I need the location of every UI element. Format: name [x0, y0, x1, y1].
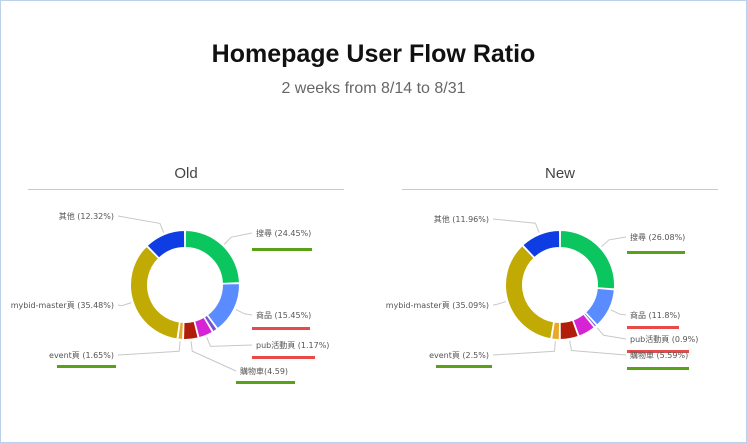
new-leader-line-4: [569, 340, 627, 356]
old-slice-2: [203, 314, 218, 333]
new-leader-line-5: [492, 341, 556, 356]
old-label-underline-5: [57, 365, 116, 368]
new-leader-line-2: [596, 327, 627, 340]
new-label-underline-2: [627, 350, 689, 353]
new-chart-divider: [402, 189, 718, 190]
old-slice-5: [177, 321, 184, 340]
new-slice-label-5: event頁 (2.5%): [429, 351, 489, 360]
new-slice-label-4: 購物車 (5.59%): [630, 350, 688, 360]
old-label-underline-1: [252, 327, 310, 330]
new-label-underline-4: [627, 367, 689, 370]
old-slice-label-6: mybid-master頁 (35.48%): [11, 301, 114, 310]
new-slice-6: [505, 245, 555, 340]
old-slice-4: [183, 320, 199, 340]
new-leader-line-0: [601, 236, 627, 248]
old-slice-label-1: 商品 (15.45%): [256, 310, 311, 320]
new-slice-label-7: 其他 (11.96%): [434, 214, 489, 224]
old-leader-line-0: [223, 232, 253, 245]
new-slice-3: [572, 313, 595, 337]
old-slice-label-3: pub活動頁 (1.17%): [256, 340, 329, 350]
new-slice-label-2: pub活動頁 (0.9%): [630, 334, 698, 344]
old-leader-line-3: [206, 336, 253, 347]
new-slice-label-0: 搜尋 (26.08%): [630, 232, 685, 242]
new-chart-title: New: [544, 165, 575, 182]
new-slice-1: [584, 287, 615, 326]
old-donut: 搜尋 (24.45%) 商品 (15.45%) pub活動頁 (1.17%) 購物車(…: [11, 211, 329, 384]
page-subtitle: 2 weeks from 8/14 to 8/31: [281, 80, 466, 97]
old-slice-0: [184, 229, 240, 284]
old-slice-label-7: 其他 (12.32%): [59, 211, 114, 221]
new-label-underline-1: [627, 326, 679, 329]
new-leader-line-7: [492, 218, 540, 233]
old-slice-7: [146, 229, 186, 259]
old-label-underline-4: [236, 381, 295, 384]
old-slice-label-4: 購物車(4.59): [240, 366, 288, 376]
new-slice-label-1: 商品 (11.8%): [630, 310, 680, 320]
old-slice-1: [206, 283, 240, 330]
old-slice-label-5: event頁 (1.65%): [49, 351, 114, 360]
old-slice-3: [194, 316, 214, 339]
new-label-underline-5: [436, 365, 492, 368]
old-chart-divider: [28, 189, 344, 190]
new-label-underline-0: [627, 251, 685, 254]
old-leader-line-4: [190, 341, 237, 372]
old-slice-6: [130, 245, 181, 340]
old-leader-line-1: [235, 309, 253, 316]
new-slice-7: [522, 229, 561, 259]
new-slice-4: [559, 319, 579, 341]
old-slice-label-0: 搜尋 (24.45%): [256, 228, 311, 238]
old-label-underline-3: [252, 356, 315, 359]
new-leader-line-1: [610, 309, 627, 316]
old-chart-title: Old: [174, 165, 198, 182]
old-leader-line-5: [117, 341, 181, 356]
old-leader-line-6: [117, 302, 132, 307]
new-slice-2: [583, 312, 598, 328]
new-leader-line-6: [492, 301, 507, 306]
new-slice-0: [559, 229, 615, 290]
new-slice-label-6: mybid-master頁 (35.09%): [386, 301, 489, 310]
new-donut: 搜尋 (26.08%) 商品 (11.8%) pub活動頁 (0.9%) 購物車 (5…: [386, 214, 698, 370]
old-label-underline-0: [252, 248, 312, 251]
page-title: Homepage User Flow Ratio: [211, 40, 536, 68]
old-leader-line-7: [117, 215, 165, 233]
new-slice-5: [551, 321, 561, 341]
